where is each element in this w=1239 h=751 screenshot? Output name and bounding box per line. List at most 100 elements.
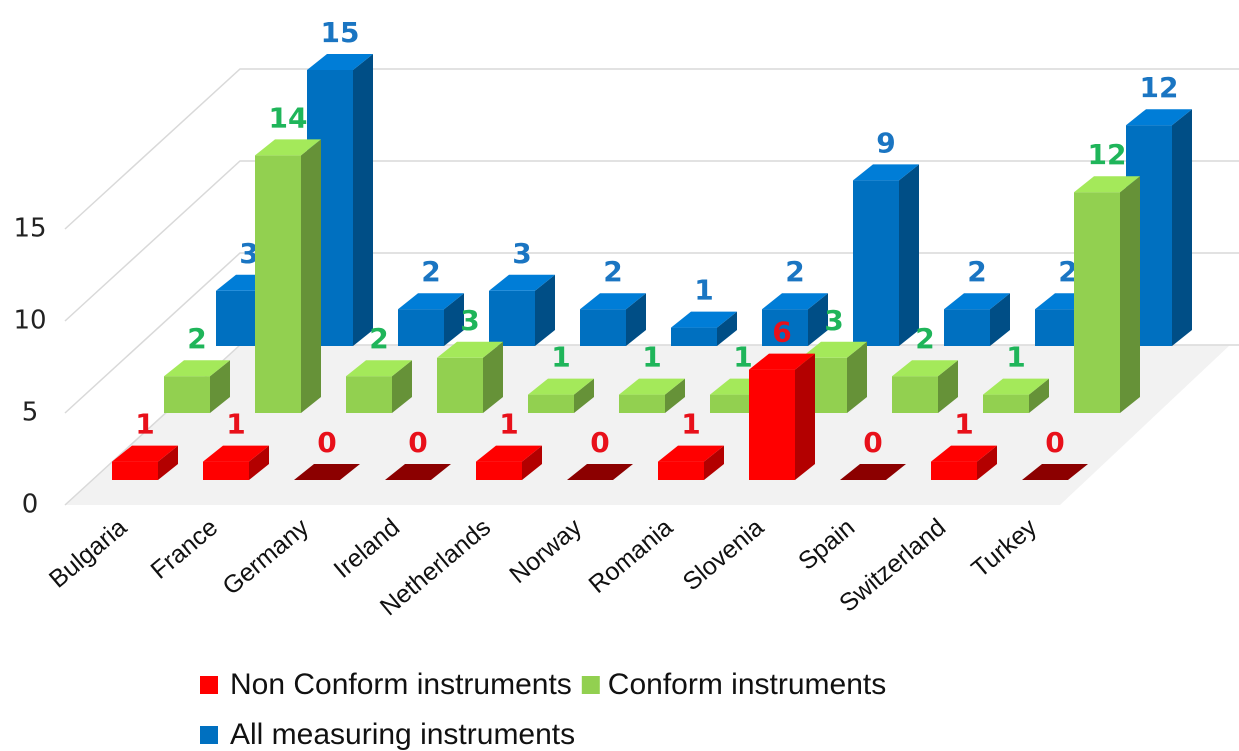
- legend-label: Conform instruments: [608, 668, 886, 701]
- value-label: 2: [421, 255, 440, 288]
- bar-top: [853, 164, 919, 181]
- bar-side: [444, 293, 464, 346]
- bar-top: [255, 139, 321, 156]
- bar-top: [1022, 464, 1088, 480]
- bar: [398, 309, 444, 346]
- bar: [671, 327, 717, 346]
- value-label: 0: [590, 426, 609, 459]
- bar: [658, 461, 704, 480]
- bar-top: [619, 378, 685, 395]
- value-label: 1: [954, 408, 973, 441]
- bar: [749, 369, 795, 480]
- bar-top: [1126, 109, 1192, 126]
- value-label: 3: [239, 237, 258, 270]
- bar-top: [476, 445, 542, 462]
- bar: [112, 461, 158, 480]
- grid-line: [64, 68, 1239, 230]
- bar: [437, 357, 483, 413]
- y-tick-label: 15: [13, 214, 46, 244]
- bar-side: [1120, 176, 1140, 413]
- bar-top: [931, 445, 997, 462]
- value-label: 15: [321, 16, 360, 49]
- x-tick-label: Germany: [217, 513, 314, 601]
- bar-side: [301, 139, 321, 413]
- bar-side: [795, 353, 815, 480]
- bar-side: [574, 378, 594, 413]
- value-label: 1: [135, 408, 154, 441]
- x-tick-label: Ireland: [329, 513, 406, 584]
- value-label: 0: [1045, 426, 1064, 459]
- bar-side: [847, 341, 867, 413]
- bar-top: [528, 378, 594, 395]
- x-tick-label: Spain: [793, 513, 860, 576]
- value-label: 9: [876, 126, 895, 159]
- bar: [203, 461, 249, 480]
- value-label: 1: [642, 341, 661, 374]
- bar-top: [892, 360, 958, 377]
- bar: [619, 394, 665, 413]
- value-label: 1: [694, 274, 713, 307]
- value-label: 0: [408, 426, 427, 459]
- bar: [762, 309, 808, 346]
- bar: [1035, 309, 1081, 346]
- bar-top: [567, 464, 633, 480]
- value-label: 2: [369, 322, 388, 355]
- value-label: 12: [1088, 138, 1127, 171]
- bar: [346, 376, 392, 413]
- bar-top: [398, 293, 464, 310]
- value-label: 1: [551, 341, 570, 374]
- bar: [580, 309, 626, 346]
- bar-top: [346, 360, 412, 377]
- bar-side: [626, 293, 646, 346]
- bar-top: [489, 274, 555, 291]
- x-tick-label: Slovenia: [678, 513, 770, 596]
- legend-swatch: [200, 726, 218, 744]
- bar: [931, 461, 977, 480]
- bar: [892, 376, 938, 413]
- bar: [489, 290, 535, 346]
- bar-top: [164, 360, 230, 377]
- y-tick-label: 5: [22, 398, 39, 428]
- bar-side: [522, 445, 542, 480]
- value-label: 3: [824, 304, 843, 337]
- bar-top: [749, 353, 815, 370]
- value-label: 2: [967, 255, 986, 288]
- bar: [164, 376, 210, 413]
- bar-side: [665, 378, 685, 413]
- bar-top: [307, 54, 373, 70]
- bar-side: [808, 293, 828, 346]
- value-label: 14: [269, 101, 308, 134]
- legend-label: All measuring instruments: [230, 718, 575, 751]
- bar-top: [840, 464, 906, 480]
- bar-side: [990, 293, 1010, 346]
- y-tick-label: 10: [13, 306, 46, 336]
- value-label: 3: [512, 237, 531, 270]
- bar-side: [717, 311, 737, 346]
- bar-top: [385, 464, 451, 480]
- value-label: 1: [226, 408, 245, 441]
- bar: [853, 180, 899, 346]
- value-label: 1: [499, 408, 518, 441]
- bar-top: [580, 293, 646, 310]
- bar-top: [658, 445, 724, 462]
- value-label: 0: [317, 426, 336, 459]
- bar-top: [671, 311, 737, 328]
- bar: [255, 155, 301, 413]
- value-label: 2: [915, 322, 934, 355]
- x-tick-label: Turkey: [966, 513, 1042, 583]
- bar-top: [294, 464, 360, 480]
- bar: [710, 394, 756, 413]
- x-tick-label: Norway: [504, 513, 587, 589]
- legend-swatch: [581, 676, 600, 694]
- legend-label: Non Conform instruments: [230, 668, 572, 701]
- value-label: 1: [1006, 341, 1025, 374]
- bar-top: [762, 293, 828, 310]
- x-tick-label: France: [145, 513, 223, 584]
- bar: [476, 461, 522, 480]
- bar-top: [203, 445, 269, 462]
- value-label: 0: [863, 426, 882, 459]
- x-tick-label: Romania: [583, 513, 678, 599]
- value-label: 2: [603, 255, 622, 288]
- value-label: 6: [772, 316, 791, 349]
